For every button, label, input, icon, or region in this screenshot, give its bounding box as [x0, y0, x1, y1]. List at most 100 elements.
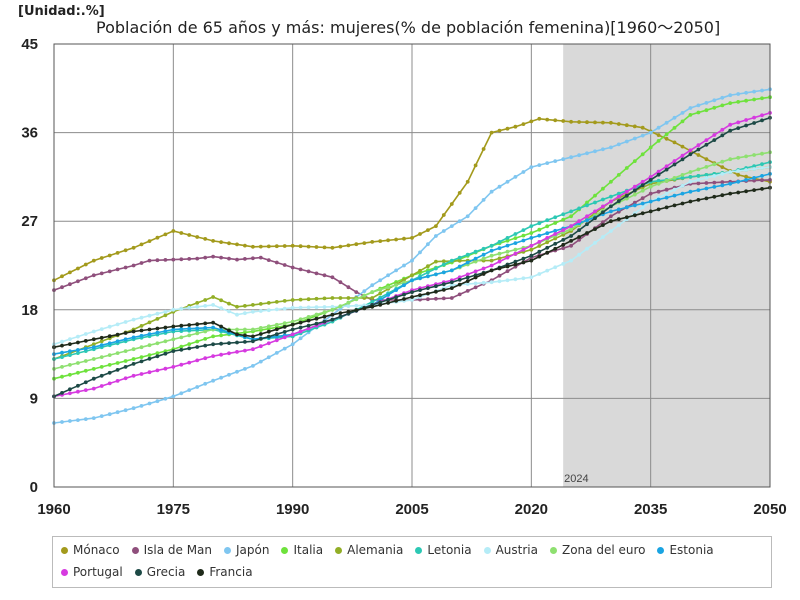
data-point	[609, 204, 613, 209]
data-point	[680, 183, 685, 188]
data-point	[282, 306, 287, 311]
data-point	[537, 221, 542, 226]
data-point	[457, 191, 462, 195]
data-point	[680, 157, 685, 162]
legend-item[interactable]: Zona del euro	[549, 541, 645, 559]
legend-label: Grecia	[146, 565, 186, 579]
data-point	[760, 178, 764, 183]
data-point	[577, 228, 581, 233]
data-point	[163, 351, 168, 356]
data-point	[60, 285, 64, 290]
data-point	[537, 254, 542, 259]
data-point	[569, 227, 573, 232]
data-point	[720, 165, 725, 170]
data-point	[632, 203, 637, 208]
data-point	[346, 300, 351, 305]
legend-item[interactable]: Estonia	[657, 541, 714, 559]
data-point	[704, 173, 709, 177]
data-point	[258, 326, 263, 330]
data-point	[704, 186, 709, 191]
data-point	[306, 297, 311, 302]
data-point	[672, 126, 677, 130]
data-point	[609, 194, 613, 199]
data-point	[139, 324, 144, 328]
legend-item[interactable]: Grecia	[134, 563, 186, 581]
data-point	[752, 167, 756, 171]
data-point	[68, 419, 72, 423]
legend-item[interactable]: Francia	[197, 563, 253, 581]
legend: Mónaco Isla de Man Japón Italia Alemania Leto…	[52, 536, 772, 588]
data-point	[497, 266, 502, 271]
data-point	[593, 216, 597, 221]
x-tick-label: 2035	[634, 501, 667, 518]
data-point	[187, 323, 192, 327]
data-point	[322, 296, 327, 301]
data-point	[640, 196, 645, 201]
data-point	[243, 327, 247, 332]
data-point	[155, 330, 160, 335]
data-point	[322, 273, 327, 278]
data-point	[354, 303, 359, 308]
data-point	[521, 170, 526, 174]
legend-swatch	[61, 546, 68, 554]
data-point	[577, 235, 581, 239]
x-tick-label: 2050	[753, 501, 786, 518]
data-point	[434, 224, 438, 229]
data-point	[251, 364, 255, 368]
data-point	[155, 235, 160, 240]
legend-item[interactable]: Mónaco	[61, 541, 120, 559]
data-point	[441, 262, 446, 267]
data-point	[513, 259, 518, 264]
data-point	[274, 260, 279, 265]
legend-item[interactable]: Isla de Man	[131, 541, 212, 559]
data-point	[736, 169, 741, 173]
series-francia	[52, 185, 772, 350]
legend-label: Italia	[293, 543, 324, 557]
data-point	[489, 253, 494, 258]
data-point	[449, 283, 454, 288]
data-point	[720, 159, 725, 164]
data-point	[441, 259, 446, 264]
legend-item[interactable]: Japón	[224, 541, 269, 559]
data-point	[481, 147, 486, 151]
legend-item[interactable]: Portugal	[61, 563, 123, 581]
data-point	[378, 278, 383, 283]
legend-item[interactable]: Alemania	[335, 541, 403, 559]
y-tick-label: 27	[21, 213, 38, 230]
data-point	[449, 296, 454, 300]
data-point	[664, 195, 669, 200]
data-point	[155, 351, 160, 355]
data-point	[465, 279, 470, 283]
data-point	[752, 121, 756, 125]
data-point	[680, 119, 685, 124]
data-point	[704, 108, 709, 113]
data-point	[720, 103, 725, 108]
data-point	[235, 350, 239, 354]
data-point	[211, 254, 216, 259]
data-point	[752, 176, 756, 180]
data-point	[179, 231, 184, 235]
data-point	[306, 318, 311, 323]
y-tick-label: 36	[21, 125, 38, 142]
legend-item[interactable]: Italia	[281, 541, 323, 559]
data-point	[593, 200, 597, 205]
data-point	[274, 332, 279, 337]
legend-item[interactable]: Austria	[483, 541, 538, 559]
data-point	[497, 273, 502, 278]
data-point	[688, 148, 693, 153]
data-point	[569, 243, 573, 248]
data-point	[235, 340, 239, 345]
legend-item[interactable]: Letonia	[415, 541, 472, 559]
data-point	[593, 193, 597, 198]
data-point	[370, 240, 375, 244]
data-point	[394, 299, 398, 303]
data-point	[696, 103, 701, 108]
data-point	[187, 342, 192, 346]
data-point	[497, 246, 502, 251]
data-point	[187, 360, 192, 365]
data-point	[378, 239, 383, 244]
data-point	[266, 355, 271, 360]
data-point	[187, 233, 192, 237]
data-point	[187, 326, 192, 331]
data-point	[203, 337, 208, 341]
